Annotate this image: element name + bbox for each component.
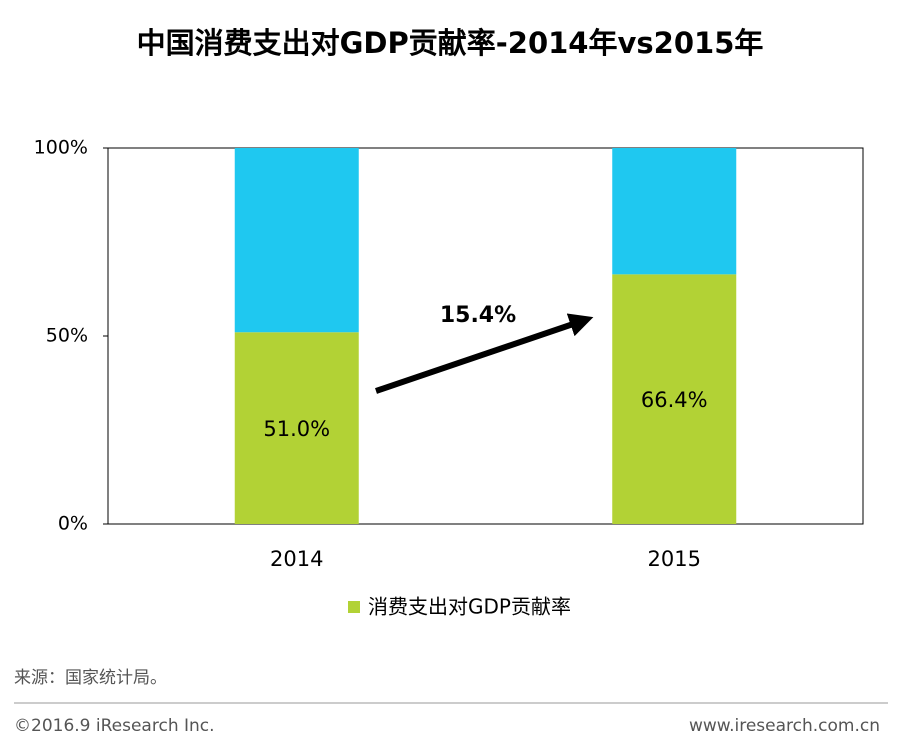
- arrow: [375, 313, 594, 394]
- bar-segment: [612, 148, 737, 275]
- annotation: 15.4%: [440, 303, 516, 328]
- x-tick-label: 2015: [648, 547, 701, 571]
- source: 来源：国家统计局。: [14, 668, 167, 688]
- legend-label: 消费支出对GDP贡献率: [368, 595, 571, 619]
- y-tick-label: 50%: [46, 325, 88, 347]
- y-tick-label: 0%: [58, 513, 88, 535]
- data-label: 51.0%: [263, 417, 330, 441]
- data-label: 66.4%: [641, 388, 708, 412]
- plot-frame: [107, 147, 864, 525]
- footer-left: ©2016.9 iResearch Inc.: [14, 716, 215, 736]
- y-tick-label: 100%: [34, 137, 88, 159]
- legend-swatch: [348, 601, 360, 613]
- x-tick-label: 2014: [270, 547, 323, 571]
- bar-segment: [234, 148, 359, 333]
- bar-segment: [234, 332, 359, 524]
- bar-segment: [612, 274, 737, 524]
- chart-title: 中国消费支出对GDP贡献率-2014年vs2015年: [137, 26, 764, 60]
- footer-right: www.iresearch.com.cn: [689, 716, 880, 736]
